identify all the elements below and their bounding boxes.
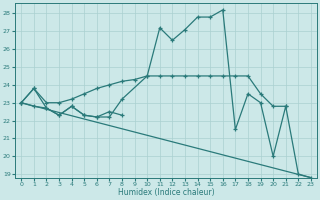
X-axis label: Humidex (Indice chaleur): Humidex (Indice chaleur): [118, 188, 214, 197]
